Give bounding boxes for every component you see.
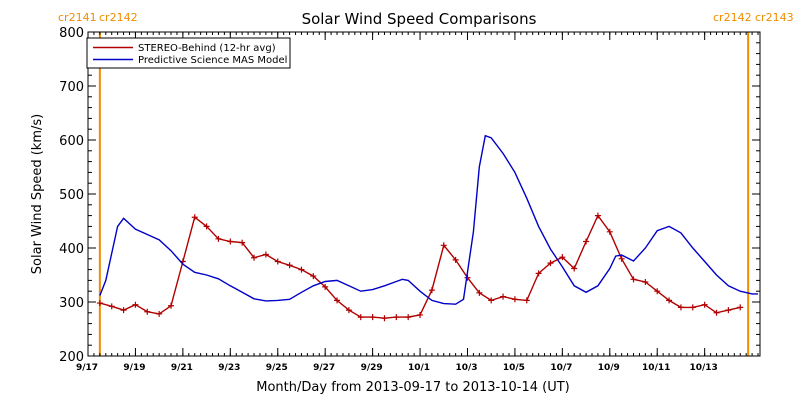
data-point-0-3 bbox=[132, 301, 139, 308]
data-point-0-22 bbox=[357, 314, 364, 321]
data-point-0-50 bbox=[689, 304, 696, 311]
data-point-0-44 bbox=[618, 255, 625, 262]
data-point-0-11 bbox=[227, 238, 234, 245]
data-point-0-33 bbox=[488, 297, 495, 304]
legend-label-stereo: STEREO-Behind (12-hr avg) bbox=[138, 43, 276, 54]
data-point-0-53 bbox=[725, 307, 732, 314]
data-point-0-2 bbox=[120, 307, 127, 314]
data-point-0-14 bbox=[262, 251, 269, 258]
y-tick-label-500: 500 bbox=[59, 188, 84, 203]
legend-label-model: Predictive Science MAS Model bbox=[138, 55, 287, 66]
legend: STEREO-Behind (12-hr avg) Predictive Sci… bbox=[86, 37, 291, 69]
series-0 bbox=[96, 212, 744, 322]
data-point-0-18 bbox=[310, 273, 317, 280]
data-point-0-39 bbox=[559, 254, 566, 261]
y-axis-label: Solar Wind Speed (km/s) bbox=[30, 114, 45, 274]
data-point-0-15 bbox=[274, 258, 281, 265]
data-point-0-54 bbox=[737, 304, 744, 311]
data-point-0-30 bbox=[452, 256, 459, 263]
y-tick-label-300: 300 bbox=[59, 296, 84, 311]
data-point-0-9 bbox=[203, 223, 210, 230]
x-tick-label-10/9: 10/9 bbox=[598, 363, 620, 373]
data-point-0-38 bbox=[547, 260, 554, 267]
data-point-0-23 bbox=[369, 314, 376, 321]
data-point-0-13 bbox=[251, 254, 258, 261]
data-point-0-36 bbox=[523, 297, 530, 304]
data-point-0-37 bbox=[535, 270, 542, 277]
data-point-0-45 bbox=[630, 276, 637, 283]
chart-title: Solar Wind Speed Comparisons bbox=[302, 10, 537, 28]
data-point-0-21 bbox=[345, 307, 352, 314]
x-tick-label-9/21: 9/21 bbox=[171, 363, 193, 373]
data-point-0-43 bbox=[606, 228, 613, 235]
data-point-0-34 bbox=[500, 293, 507, 300]
x-tick-label-9/29: 9/29 bbox=[361, 363, 383, 373]
data-point-0-48 bbox=[666, 297, 673, 304]
x-tick-label-10/1: 10/1 bbox=[408, 363, 430, 373]
data-point-0-4 bbox=[144, 308, 151, 315]
data-point-0-47 bbox=[654, 288, 661, 295]
data-point-0-32 bbox=[476, 289, 483, 296]
x-tick-label-9/17: 9/17 bbox=[76, 363, 98, 373]
data-point-0-42 bbox=[594, 212, 601, 219]
x-tick-label-9/25: 9/25 bbox=[266, 363, 288, 373]
data-point-0-6 bbox=[168, 302, 175, 309]
data-point-0-8 bbox=[191, 214, 198, 221]
x-axis: 9/17 9/19 9/21 9/23 9/25 9/27 9/29 10/1 10/3 10/5… bbox=[76, 32, 759, 373]
cr-label-left-0: cr2141 bbox=[58, 11, 97, 24]
x-tick-label-9/19: 9/19 bbox=[123, 363, 145, 373]
data-point-0-29 bbox=[440, 242, 447, 249]
cr-label-right-1: cr2143 bbox=[755, 11, 794, 24]
y-tick-label-200: 200 bbox=[59, 350, 84, 365]
data-point-0-19 bbox=[322, 283, 329, 290]
x-tick-label-9/23: 9/23 bbox=[218, 363, 240, 373]
x-tick-label-10/13: 10/13 bbox=[689, 363, 717, 373]
y-tick-label-700: 700 bbox=[59, 80, 84, 95]
data-point-0-24 bbox=[381, 315, 388, 322]
data-point-0-49 bbox=[677, 304, 684, 311]
x-tick-label-10/11: 10/11 bbox=[642, 363, 670, 373]
data-point-0-0 bbox=[96, 300, 103, 307]
x-tick-label-10/7: 10/7 bbox=[550, 363, 572, 373]
data-point-0-17 bbox=[298, 266, 305, 273]
data-point-0-51 bbox=[701, 301, 708, 308]
data-point-0-5 bbox=[156, 310, 163, 317]
data-point-0-1 bbox=[108, 303, 115, 310]
series-line-1 bbox=[99, 134, 758, 305]
data-point-0-41 bbox=[583, 238, 590, 245]
y-axis: 200 300 400 500 600 700 800 bbox=[59, 26, 760, 365]
y-tick-label-800: 800 bbox=[59, 26, 84, 41]
data-point-0-12 bbox=[239, 239, 246, 246]
data-point-0-46 bbox=[642, 279, 649, 286]
data-point-0-35 bbox=[511, 296, 518, 303]
data-point-0-28 bbox=[428, 287, 435, 294]
x-tick-label-10/3: 10/3 bbox=[455, 363, 477, 373]
series-1 bbox=[99, 134, 758, 305]
cr-label-left-1: cr2142 bbox=[713, 11, 752, 24]
x-axis-label: Month/Day from 2013-09-17 to 2013-10-14 … bbox=[256, 380, 569, 395]
legend-box bbox=[86, 37, 291, 69]
series-line-0 bbox=[99, 214, 741, 319]
data-point-0-20 bbox=[334, 297, 341, 304]
data-point-0-26 bbox=[405, 314, 412, 321]
data-point-0-10 bbox=[215, 235, 222, 242]
y-tick-label-400: 400 bbox=[59, 242, 84, 257]
data-point-0-27 bbox=[417, 311, 424, 318]
cr-label-right-0: cr2142 bbox=[99, 11, 138, 24]
data-point-0-16 bbox=[286, 262, 293, 269]
x-tick-label-10/5: 10/5 bbox=[503, 363, 525, 373]
data-point-0-40 bbox=[571, 265, 578, 272]
data-point-0-25 bbox=[393, 314, 400, 321]
x-tick-label-9/27: 9/27 bbox=[313, 363, 335, 373]
y-tick-label-600: 600 bbox=[59, 134, 84, 149]
data-point-0-52 bbox=[713, 309, 720, 316]
